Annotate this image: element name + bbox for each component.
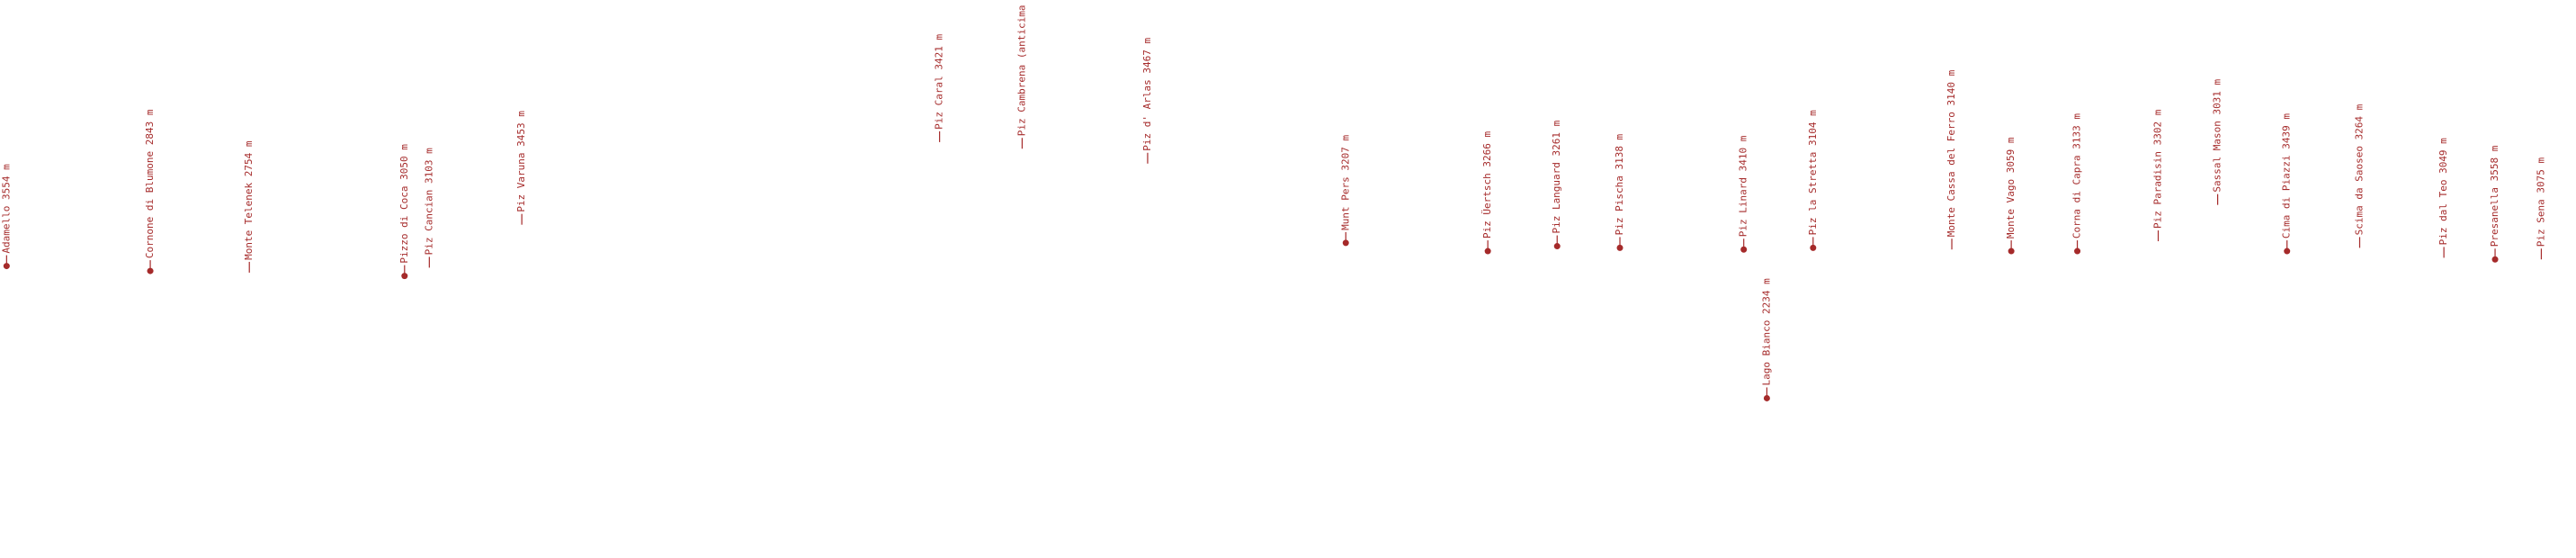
peak-label: Piz Caral 3421 m [934, 34, 945, 130]
peak-marker [147, 267, 154, 274]
peak-marker [3, 263, 10, 270]
peak-label: Piz Languard 3261 m [1551, 120, 1562, 233]
peak-marker [1342, 239, 1349, 247]
peak-marker [2284, 248, 2291, 255]
peak-label: Munt Pers 3207 m [1339, 135, 1351, 230]
peak-marker [401, 273, 408, 280]
peak-label: Piz Varuna 3453 m [515, 111, 527, 212]
peak-label: Scima da Saoseo 3264 m [2353, 104, 2365, 235]
peak-marker [2008, 248, 2015, 255]
peak-label: Sassal Mason 3031 m [2212, 78, 2223, 192]
peak-label: Piz Cancian 3103 m [423, 148, 434, 256]
peak-label: Cornone di Blumone 2843 m [144, 109, 156, 258]
peak-marker [1484, 248, 1491, 255]
peak-label: Monte Telenek 2754 m [243, 140, 255, 260]
peak-label: Piz d' Arlas 3467 m [1141, 38, 1153, 151]
peak-marker [1616, 244, 1623, 251]
peak-label: Monte Vago 3059 m [2005, 137, 2017, 238]
peak-label: Presanella 3558 m [2489, 145, 2500, 247]
peak-label: Piz Üertsch 3266 m [1481, 130, 1493, 238]
peak-label: Lago Bianco 2234 m [1760, 278, 1772, 386]
peak-label: Cima di Piazzi 3439 m [2281, 113, 2293, 238]
peak-marker [1763, 394, 1770, 401]
peak-label: Piz Sena 3075 m [2535, 158, 2546, 248]
peak-label: Adamello 3554 m [0, 164, 12, 254]
peak-marker [1553, 243, 1561, 250]
peak-label: Pizzo di Coca 3050 m [398, 144, 410, 264]
peak-label: Piz Cambrena (anticima E) [1015, 0, 1027, 136]
peak-label: Piz Paradisin 3302 m [2152, 109, 2164, 229]
peak-marker [2491, 256, 2499, 263]
peak-label: Piz Pischa 3138 m [1614, 133, 1625, 235]
peak-marker [1810, 244, 1817, 251]
peak-label: Monte Cassa del Ferro 3140 m [1945, 69, 1957, 237]
peak-marker [1740, 246, 1748, 253]
peak-label: Piz la Stretta 3104 m [1807, 110, 1819, 235]
peak-marker [2074, 248, 2081, 255]
peak-label: Corna di Capra 3133 m [2071, 113, 2083, 238]
peak-label: Piz dal Teo 3049 m [2437, 138, 2449, 246]
peak-label: Piz Linard 3410 m [1738, 135, 1749, 237]
